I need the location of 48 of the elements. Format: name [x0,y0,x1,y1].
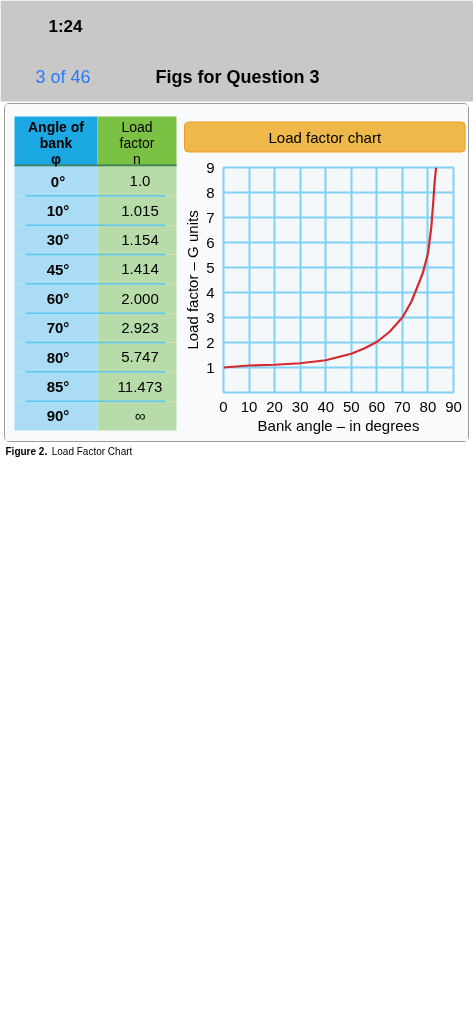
x-tick-label: 10 [240,397,258,415]
y-tick-label: 7 [206,208,215,226]
category-label: 60° [46,290,70,307]
chart-title: Load factor chart [268,129,382,146]
category-label: 10° [46,202,70,219]
x-tick-label: 20 [266,397,283,415]
y-tick-label: 5 [206,258,215,276]
text: Load Factor Chart [51,446,133,457]
category-label: 85° [46,378,70,395]
data-label: 2.923 [121,318,159,336]
y-axis-title: Load factor – G units [184,210,202,350]
line-series [223,167,438,369]
data-label: 1.154 [121,230,159,248]
x-tick-label: 0 [219,397,228,415]
data-label: 11.473 [117,377,163,395]
x-tick-label: 90 [445,397,462,415]
category-label: 70° [46,319,70,337]
data-label: 2.000 [121,289,159,307]
y-tick-label: 6 [206,233,215,251]
x-tick-label: 80 [419,397,437,415]
text: 1:24 [48,17,84,36]
text: 3 of 46 [35,66,91,87]
x-tick-label: 60 [368,397,386,415]
category-label: 30° [46,231,70,249]
data-label: ∞ [134,407,146,425]
text: Angle of bank φ [28,118,85,167]
x-tick-label: 50 [342,397,360,415]
y-tick-label: 8 [206,183,215,201]
x-axis-title: Bank angle – in degrees [257,416,420,434]
series-label: Load factor n [119,118,155,167]
data-label: 1.414 [121,260,159,278]
category-label: 80° [46,348,70,366]
y-tick-label: 2 [206,333,215,351]
x-tick-label: 70 [394,397,411,415]
caption: Figure 2. [5,446,48,457]
data-label: 5.747 [121,348,159,366]
category-label: 90° [46,407,70,425]
x-tick-label: 40 [317,397,335,415]
category-label: 45° [46,260,70,278]
y-tick-label: 1 [206,358,215,376]
data-label: 1.0 [129,172,151,190]
text: Figs for Question 3 [155,66,320,87]
category-label: 0° [50,172,66,190]
y-tick-label: 4 [206,283,215,301]
y-tick-label: 3 [206,308,215,326]
y-tick-label: 9 [206,158,215,176]
data-label: 1.015 [121,201,159,219]
x-tick-label: 30 [291,397,309,415]
